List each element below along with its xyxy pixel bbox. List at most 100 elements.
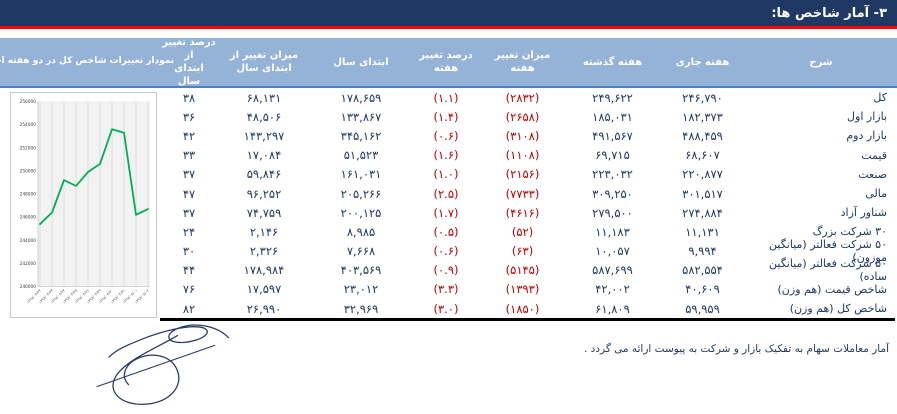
- col-header-ytd-change-pct: درصد تغییر از ابتدای سال: [160, 37, 218, 88]
- svg-text:242000: 242000: [20, 261, 37, 267]
- table-bottom-rule: [160, 318, 895, 321]
- cell-ytd-change: ۶۸,۱۳۱: [246, 90, 282, 105]
- svg-text:250000: 250000: [20, 168, 37, 174]
- cell-year-start: ۱۶۱,۰۳۱: [340, 167, 382, 182]
- cell-current-week: ۲۷۴,۸۸۴: [682, 205, 723, 220]
- cell-week-change: (۶۳): [511, 244, 534, 259]
- cell-current-week: ۳۰۱,۵۱۷: [682, 186, 723, 201]
- cell-year-start: ۲۳,۰۱۲: [343, 282, 379, 297]
- cell-current-week: ۱۱,۱۳۱: [685, 224, 720, 239]
- row-label: بازار دوم: [846, 129, 887, 143]
- col-header-week-change-pct: درصد تغییر هفته: [412, 38, 480, 88]
- row-label: شناور آزاد: [840, 206, 887, 220]
- row-label: مالی: [865, 187, 887, 201]
- col-header-current-week: هفته جاری: [660, 38, 745, 88]
- cell-ytd-change-pct: ۴۲: [182, 128, 196, 143]
- cell-ytd-change: ۲,۱۴۶: [249, 224, 279, 239]
- cell-current-week: ۹,۹۹۴: [688, 244, 717, 259]
- cell-week-change-pct: (۱.۶): [433, 148, 459, 163]
- cell-ytd-change: ۵۹,۸۴۶: [246, 167, 282, 182]
- cell-previous-week: ۴۹۱,۵۶۷: [592, 128, 633, 143]
- index-table: شرح هفته جاری هفته گذشته میزان تغییر هفت…: [0, 37, 897, 318]
- cell-previous-week: ۲۷۹,۵۰۰: [592, 205, 633, 220]
- cell-current-week: ۲۲۰,۸۷۷: [682, 167, 723, 182]
- cell-week-change-pct: (۱.۱): [433, 90, 459, 105]
- cell-current-week: ۱۸۲,۳۷۳: [682, 109, 723, 124]
- svg-text:254000: 254000: [20, 122, 37, 128]
- cell-ytd-change: ۲,۳۲۶: [249, 244, 279, 259]
- row-label: بازار اول: [847, 110, 887, 124]
- cell-year-start: ۱۳۳,۸۶۷: [340, 109, 382, 124]
- cell-ytd-change-pct: ۳۳: [182, 148, 196, 163]
- cell-week-change: (۱۱۰۸): [505, 148, 540, 163]
- cell-week-change: (۴۶۱۶): [505, 205, 540, 220]
- cell-ytd-change-pct: ۴۷: [182, 186, 196, 201]
- signature-scribble: [96, 324, 230, 405]
- section-title: ۳- آمار شاخص ها:: [771, 5, 887, 21]
- row-label: کل: [873, 91, 887, 105]
- col-header-previous-week: هفته گذشته: [565, 38, 660, 88]
- cell-ytd-change: ۲۶,۹۹۰: [246, 301, 282, 316]
- cell-year-start: ۱۷۸,۶۵۹: [340, 90, 382, 105]
- cell-year-start: ۵۱,۵۲۳: [343, 148, 379, 163]
- chart-canvas: 240000 242000 244000 246000 248000 250000 2520…: [20, 99, 151, 304]
- cell-previous-week: ۱۱,۱۸۳: [595, 224, 630, 239]
- cell-year-start: ۷,۶۶۸: [346, 244, 376, 259]
- row-label: صنعت: [858, 167, 887, 181]
- cell-previous-week: ۶۹,۷۱۵: [595, 148, 630, 163]
- svg-text:240000: 240000: [20, 284, 37, 290]
- row-label: قیمت: [861, 148, 887, 162]
- cell-week-change-pct: (۲.۵): [433, 186, 459, 201]
- cell-ytd-change-pct: ۳۷: [182, 167, 196, 182]
- cell-previous-week: ۲۴۹,۶۲۲: [592, 90, 633, 105]
- cell-ytd-change: ۱۷,۰۸۴: [246, 148, 282, 163]
- cell-ytd-change: ۷۴,۷۵۹: [246, 205, 282, 220]
- cell-ytd-change-pct: ۸۲: [182, 301, 196, 316]
- cell-current-week: ۶۸,۶۰۷: [685, 148, 720, 163]
- svg-text:252000: 252000: [20, 145, 37, 151]
- cell-week-change-pct: (۰.۶): [433, 244, 459, 259]
- svg-text:248000: 248000: [20, 192, 37, 198]
- cell-week-change: (۷۷۳۳): [505, 186, 540, 201]
- cell-ytd-change: ۴۸,۵۰۶: [246, 109, 282, 124]
- index-line-chart: 240000 242000 244000 246000 248000 250000 2520…: [10, 92, 157, 318]
- cell-week-change: (۵۲): [511, 224, 534, 239]
- cell-current-week: ۲۴۶,۷۹۰: [682, 90, 723, 105]
- row-label: ۳۰ شرکت بزرگ: [812, 225, 887, 239]
- cell-ytd-change-pct: ۳۶: [182, 109, 196, 124]
- cell-year-start: ۲۰۵,۲۶۶: [340, 186, 382, 201]
- cell-week-change-pct: (۱.۴): [433, 109, 459, 124]
- cell-ytd-change-pct: ۷۶: [182, 282, 196, 297]
- cell-week-change-pct: (۱.۰): [433, 167, 459, 182]
- cell-current-week: ۴۰,۶۰۹: [685, 282, 720, 297]
- cell-week-change: (۱۳۹۳): [505, 282, 540, 297]
- cell-previous-week: ۱۰,۰۵۷: [595, 244, 630, 259]
- cell-ytd-change: ۱۷۸,۹۸۴: [243, 263, 285, 278]
- row-label: شاخص کل (هم وزن): [789, 302, 887, 316]
- svg-text:244000: 244000: [20, 238, 37, 244]
- cell-previous-week: ۳۰۹,۲۵۰: [592, 186, 633, 201]
- col-header-ytd-change: میزان تغییر از ابتدای سال: [218, 38, 310, 88]
- cell-ytd-change-pct: ۳۸: [182, 90, 196, 105]
- cell-previous-week: ۵۸۷,۶۹۹: [592, 263, 633, 278]
- cell-previous-week: ۱۸۵,۰۳۱: [592, 109, 633, 124]
- cell-previous-week: ۴۲,۰۰۲: [595, 282, 630, 297]
- cell-week-change: (۲۱۵۶): [505, 167, 540, 182]
- cell-week-change: (۲۶۵۸): [505, 109, 540, 124]
- cell-current-week: ۵۹,۹۵۹: [685, 301, 720, 316]
- cell-ytd-change-pct: ۳۰: [182, 244, 196, 259]
- cell-ytd-change: ۱۷,۵۹۷: [246, 282, 282, 297]
- footnote: آمار معاملات سهام به تفکیک بازار و شرکت …: [584, 343, 889, 355]
- cell-week-change-pct: (۰.۶): [433, 128, 459, 143]
- cell-ytd-change: ۹۶,۲۵۲: [246, 186, 282, 201]
- cell-current-week: ۵۸۲,۵۵۴: [682, 263, 723, 278]
- cell-current-week: ۴۸۸,۴۵۹: [682, 128, 723, 143]
- cell-week-change: (۳۱۰۸): [505, 128, 540, 143]
- cell-week-change: (۲۸۳۲): [505, 90, 540, 105]
- cell-ytd-change-pct: ۴۴: [182, 263, 196, 278]
- cell-previous-week: ۲۲۳,۰۳۲: [592, 167, 633, 182]
- cell-week-change-pct: (۳.۳): [433, 282, 459, 297]
- col-header-week-change: میزان تغییر هفته: [480, 38, 565, 88]
- col-header-desc: شرح: [745, 38, 897, 88]
